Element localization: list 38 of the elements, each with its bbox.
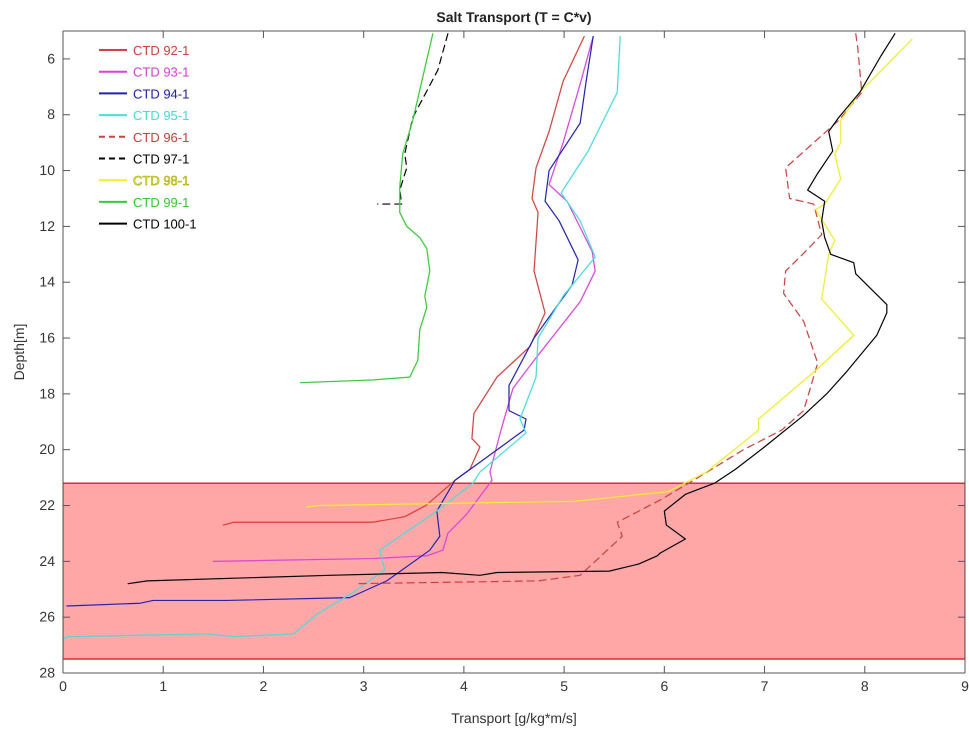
legend-label: CTD 100-1 (133, 216, 197, 232)
chart-title: Salt Transport (T = C*v) (436, 9, 592, 25)
x-tick-label: 8 (860, 678, 869, 694)
x-tick-label: 9 (961, 678, 969, 694)
y-tick-label: 14 (39, 274, 56, 290)
y-tick-label: 22 (39, 497, 56, 513)
line-series (377, 33, 448, 205)
y-tick-label: 18 (39, 385, 56, 402)
x-tick-label: 1 (159, 678, 168, 694)
y-axis-title: Depth[m] (11, 324, 27, 380)
line-series (300, 33, 434, 384)
x-tick-label: 6 (660, 678, 668, 694)
y-tick-label: 16 (39, 330, 56, 346)
x-tick-label: 4 (460, 678, 468, 694)
legend-label: CTD 92-1 (133, 43, 190, 58)
x-tick-label: 7 (760, 678, 769, 694)
x-tick-label: 2 (260, 678, 268, 694)
line-series (128, 33, 896, 584)
y-tick-label: 8 (47, 106, 56, 122)
y-tick-label: 10 (39, 162, 56, 178)
legend-label: CTD 93-1 (133, 64, 190, 80)
x-tick-label: 3 (360, 678, 368, 694)
y-tick-label: 20 (39, 441, 56, 458)
y-tick-label: 6 (47, 50, 56, 66)
legend-label: CTD 99-1 (133, 194, 190, 210)
y-tick-label: 12 (39, 218, 56, 234)
legend-label: CTD 96-1 (133, 130, 190, 145)
x-axis-title: Transport [g/kg*m/s] (451, 710, 577, 726)
legend-label: CTD 95-1 (133, 108, 190, 124)
y-tick-label: 24 (39, 552, 56, 569)
y-tick-label: 26 (39, 608, 56, 625)
legend-label: CTD 94-1 (133, 86, 190, 102)
legend-label: CTD 97-1 (133, 152, 190, 166)
legend-label: CTD 98-1 (133, 173, 190, 188)
y-tick-label: 28 (39, 664, 56, 680)
x-tick-label: 0 (59, 678, 68, 694)
x-tick-label: 5 (560, 678, 568, 694)
line-series (306, 38, 912, 508)
